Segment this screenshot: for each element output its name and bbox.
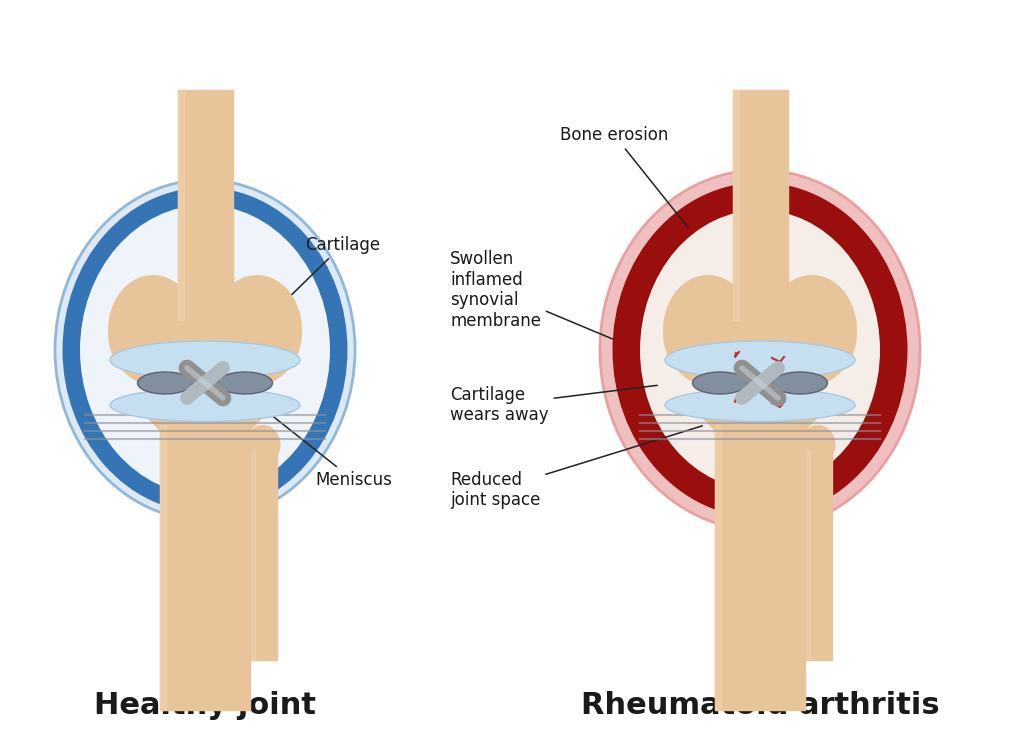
Ellipse shape (108, 290, 188, 380)
Text: Healthy joint: Healthy joint (94, 691, 316, 720)
Ellipse shape (222, 290, 302, 380)
Polygon shape (715, 425, 805, 710)
Ellipse shape (110, 341, 300, 379)
Text: Meniscus: Meniscus (267, 412, 392, 489)
Ellipse shape (137, 372, 193, 394)
Polygon shape (732, 90, 787, 320)
Polygon shape (249, 450, 278, 660)
Ellipse shape (212, 275, 302, 385)
Ellipse shape (665, 388, 855, 422)
Text: Reduced
joint space: Reduced joint space (450, 426, 702, 509)
Polygon shape (153, 300, 257, 370)
Polygon shape (160, 425, 250, 710)
Ellipse shape (663, 275, 753, 385)
Polygon shape (708, 300, 812, 370)
Ellipse shape (62, 188, 347, 512)
Polygon shape (249, 450, 255, 660)
Ellipse shape (108, 275, 198, 385)
Ellipse shape (246, 425, 281, 465)
Ellipse shape (777, 290, 857, 380)
Ellipse shape (80, 205, 330, 495)
Polygon shape (140, 410, 270, 430)
Ellipse shape (801, 425, 836, 465)
Polygon shape (804, 450, 831, 660)
Ellipse shape (217, 372, 272, 394)
Text: Cartilage: Cartilage (232, 236, 380, 353)
Ellipse shape (772, 372, 827, 394)
Text: Bone erosion: Bone erosion (560, 126, 688, 228)
Polygon shape (732, 90, 738, 320)
Ellipse shape (140, 392, 270, 427)
Ellipse shape (55, 180, 355, 520)
Ellipse shape (695, 392, 825, 427)
Text: Swollen
inflamed
synovial
membrane: Swollen inflamed synovial membrane (450, 250, 612, 339)
Text: Cartilage
wears away: Cartilage wears away (450, 386, 657, 424)
Text: Rheumatoid arthritis: Rheumatoid arthritis (581, 691, 939, 720)
Polygon shape (715, 425, 721, 710)
Ellipse shape (663, 290, 743, 380)
Ellipse shape (640, 210, 880, 490)
Ellipse shape (612, 182, 907, 518)
Ellipse shape (600, 170, 920, 530)
Ellipse shape (767, 275, 857, 385)
Ellipse shape (665, 341, 855, 379)
Polygon shape (177, 90, 183, 320)
Polygon shape (177, 90, 232, 320)
Ellipse shape (110, 388, 300, 422)
Polygon shape (160, 425, 166, 710)
Polygon shape (804, 450, 810, 660)
Polygon shape (695, 410, 825, 430)
Ellipse shape (692, 372, 748, 394)
